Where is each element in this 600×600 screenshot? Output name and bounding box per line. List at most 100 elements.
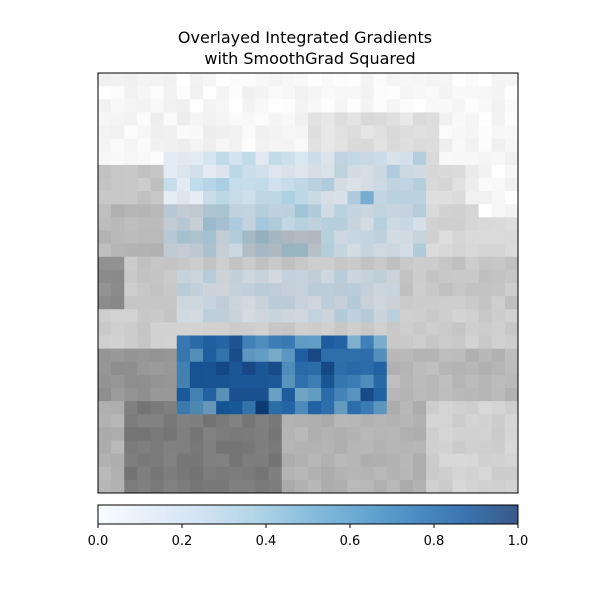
heatmap-cell <box>242 479 257 493</box>
heatmap-cell <box>216 138 230 153</box>
heatmap-cell <box>413 296 427 310</box>
heatmap-cell <box>452 427 467 442</box>
heatmap-cell <box>334 427 348 442</box>
heatmap-cell <box>360 256 375 271</box>
heatmap-cell <box>176 164 191 179</box>
heatmap-cell <box>321 479 335 493</box>
heatmap-cell <box>163 204 178 218</box>
heatmap-cell <box>137 361 152 376</box>
heatmap-cell <box>242 125 257 140</box>
heatmap-cell <box>360 138 375 153</box>
heatmap-cell <box>426 99 440 113</box>
heatmap-cell <box>281 296 296 310</box>
colorbar-tick-label: 0.0 <box>88 534 109 549</box>
heatmap-cell <box>268 479 283 493</box>
heatmap-cell <box>413 256 427 271</box>
heatmap-cell <box>452 453 467 468</box>
heatmap-cell <box>465 112 480 127</box>
heatmap-cell <box>163 348 178 363</box>
heatmap-cell <box>321 151 335 166</box>
heatmap-cell <box>465 479 480 493</box>
heatmap-cell <box>242 217 257 232</box>
heatmap-cell <box>216 466 230 481</box>
heatmap-cell <box>347 125 362 140</box>
heatmap-cell <box>124 427 138 442</box>
heatmap-cell <box>176 230 191 245</box>
heatmap-cell <box>478 86 493 100</box>
heatmap-cell <box>124 256 138 271</box>
heatmap-cell <box>452 309 467 323</box>
heatmap-cell <box>176 296 191 310</box>
heatmap-cell <box>321 125 335 140</box>
heatmap-cell <box>163 466 178 481</box>
heatmap-cell <box>347 414 362 428</box>
heatmap-cell <box>163 283 178 297</box>
heatmap-cell <box>242 466 257 481</box>
heatmap-cell <box>216 296 230 310</box>
heatmap-cell <box>281 243 296 258</box>
heatmap-cell <box>268 322 283 337</box>
heatmap-cell <box>294 335 309 350</box>
heatmap-cell <box>308 99 322 113</box>
heatmap-cell <box>111 466 125 481</box>
heatmap-cell <box>242 138 257 153</box>
heatmap-cell <box>478 217 493 232</box>
colorbar <box>98 505 518 524</box>
heatmap-cell <box>504 440 518 455</box>
heatmap-cell <box>308 269 322 284</box>
heatmap-cell <box>124 361 138 376</box>
heatmap-cell <box>478 204 493 218</box>
heatmap-cell <box>334 269 348 284</box>
colorbar-tick-label: 0.4 <box>256 534 277 549</box>
heatmap-cell <box>255 374 270 389</box>
heatmap-cell <box>111 348 125 363</box>
heatmap-cell <box>137 178 152 192</box>
heatmap-cell <box>203 138 217 153</box>
heatmap-cell <box>281 348 296 363</box>
heatmap-cell <box>189 191 204 205</box>
heatmap-cell <box>452 256 467 271</box>
heatmap-cell <box>413 440 427 455</box>
heatmap-cell <box>281 204 296 218</box>
heatmap-cell <box>229 217 243 232</box>
heatmap-cell <box>439 335 453 350</box>
heatmap-cell <box>465 388 480 402</box>
heatmap-cell <box>255 466 270 481</box>
heatmap-cell <box>294 243 309 258</box>
heatmap-cell <box>504 322 518 337</box>
heatmap-cell <box>189 269 204 284</box>
heatmap-cell <box>137 479 152 493</box>
heatmap-cell <box>347 164 362 179</box>
heatmap-cell <box>439 151 453 166</box>
heatmap-cell <box>491 217 506 232</box>
heatmap-cell <box>373 440 388 455</box>
heatmap-cell <box>452 204 467 218</box>
heatmap-cell <box>203 243 217 258</box>
heatmap-cell <box>98 296 112 310</box>
heatmap-cell <box>98 243 112 258</box>
heatmap-cell <box>294 440 309 455</box>
heatmap-cell <box>124 217 138 232</box>
heatmap-cell <box>413 401 427 415</box>
heatmap-cell <box>465 440 480 455</box>
heatmap-cell <box>491 335 506 350</box>
heatmap-cell <box>216 479 230 493</box>
heatmap-cell <box>111 283 125 297</box>
heatmap-cell <box>111 374 125 389</box>
heatmap-cell <box>386 466 401 481</box>
heatmap-cell <box>150 112 165 127</box>
heatmap-cell <box>111 99 125 113</box>
heatmap-cell <box>347 86 362 100</box>
heatmap-cell <box>452 335 467 350</box>
heatmap-cell <box>163 191 178 205</box>
heatmap-cell <box>124 191 138 205</box>
heatmap-cell <box>281 151 296 166</box>
heatmap-cell <box>268 296 283 310</box>
heatmap-cell <box>98 466 112 481</box>
heatmap-cell <box>413 309 427 323</box>
heatmap-cell <box>150 453 165 468</box>
heatmap-cell <box>321 204 335 218</box>
heatmap-cell <box>504 309 518 323</box>
heatmap-cell <box>150 361 165 376</box>
heatmap-cell <box>426 296 440 310</box>
